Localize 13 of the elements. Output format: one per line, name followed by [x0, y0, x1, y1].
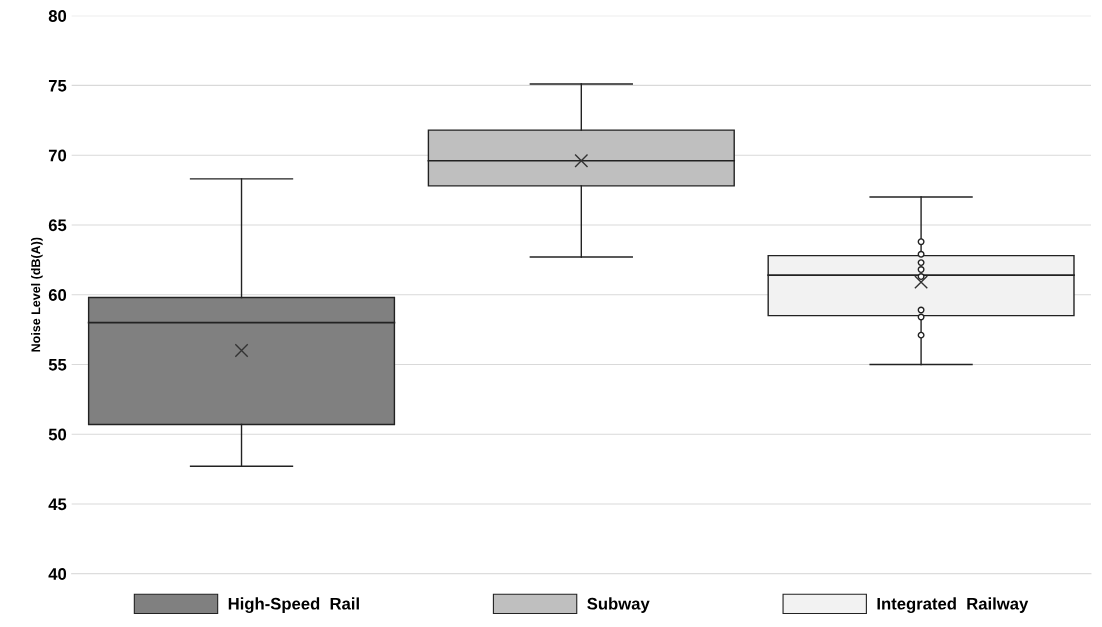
- y-tick-label: 45: [48, 498, 67, 511]
- y-tick-label: 80: [48, 10, 67, 22]
- y-tick-label: 65: [48, 219, 67, 232]
- y-tick-label: 70: [48, 149, 67, 162]
- y-tick-label: 60: [48, 289, 67, 301]
- y-tick-label: 55: [48, 359, 67, 371]
- legend-label: Subway: [587, 597, 650, 613]
- y-tick-label: 40: [48, 568, 67, 580]
- y-tick-label: 75: [48, 80, 67, 92]
- legend-label: Integrated Railway: [877, 597, 1029, 613]
- y-axis-title: Noise Level (dB(A)): [31, 237, 43, 352]
- y-tick-label: 50: [48, 428, 67, 441]
- legend-label: High-Speed Rail: [228, 597, 359, 613]
